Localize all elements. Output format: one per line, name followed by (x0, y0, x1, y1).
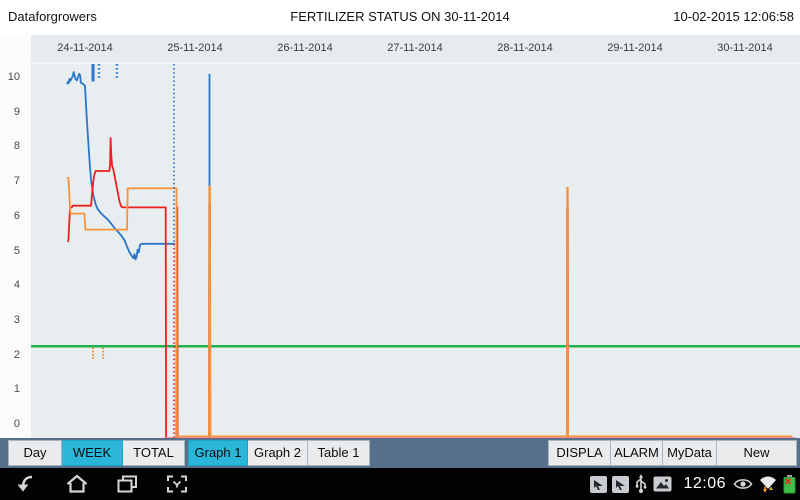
usb-icon (634, 473, 648, 495)
smart-stay-eye-icon (733, 477, 753, 491)
x-axis-label: 26-11-2014 (277, 42, 333, 54)
x-axis-label: 30-11-2014 (717, 42, 773, 54)
toolbar-group-actions: DISPLA ALARM MyData New (548, 440, 797, 466)
toolbar-button-alarm[interactable]: ALARM (611, 440, 663, 466)
blue-sensor-trace (66, 71, 175, 261)
y-axis-label: 6 (13, 209, 20, 222)
orange-sensor-trace (67, 177, 793, 438)
y-axis-label: 4 (13, 279, 20, 292)
y-axis-label: 2 (13, 348, 20, 361)
toolbar-button-graph-1[interactable]: Graph 1 (188, 440, 248, 466)
chart-plot-area[interactable] (31, 62, 800, 438)
wifi-icon (758, 474, 778, 494)
screenshot-notification-icon (590, 475, 608, 493)
battery-icon (783, 474, 796, 494)
toolbar-button-displa[interactable]: DISPLA (548, 440, 611, 466)
toolbar-button-total[interactable]: TOTAL (123, 440, 185, 466)
x-axis-date-band: 24-11-2014 25-11-2014 26-11-2014 27-11-2014… (31, 35, 800, 62)
y-axis-label: 9 (13, 105, 20, 118)
header-datetime: 10-02-2015 12:06:58 (673, 9, 794, 24)
toolbar-button-mydata[interactable]: MyData (663, 440, 717, 466)
x-axis-label: 24-11-2014 (57, 42, 113, 54)
y-axis-label: 5 (13, 244, 20, 257)
x-axis-label: 28-11-2014 (497, 42, 553, 54)
toolbar-button-week[interactable]: WEEK (62, 440, 123, 466)
fertilizer-status-chart (31, 64, 800, 438)
status-icons: 12:06 (590, 468, 796, 500)
y-axis-label: 8 (13, 140, 20, 153)
y-axis-label: 1 (13, 383, 20, 396)
toolbar-group-period: Day WEEK TOTAL (8, 440, 185, 466)
image-notification-icon (653, 476, 672, 492)
status-clock: 12:06 (683, 475, 726, 492)
y-axis-label: 10 (7, 71, 20, 83)
screenshot-notification-icon (612, 475, 630, 493)
bottom-toolbar: Day WEEK TOTAL Graph 1 Graph 2 Table 1 DISPL… (0, 438, 800, 468)
toolbar-group-view: Graph 1 Graph 2 Table 1 (188, 440, 370, 466)
nav-buttons (0, 472, 190, 496)
page-title: FERTILIZER STATUS ON 30-11-2014 (290, 9, 510, 24)
y-axis-strip: 10 9 8 7 6 5 4 3 2 1 0 (0, 35, 31, 438)
x-axis-label: 29-11-2014 (607, 42, 663, 54)
back-icon[interactable] (14, 472, 40, 496)
toolbar-button-table-1[interactable]: Table 1 (308, 440, 370, 466)
screen-capture-icon[interactable] (164, 472, 190, 496)
recents-icon[interactable] (114, 472, 140, 496)
app-title: Dataforgrowers (8, 9, 97, 24)
x-axis-label: 25-11-2014 (167, 42, 223, 54)
y-axis-label: 7 (13, 175, 20, 188)
home-icon[interactable] (64, 472, 90, 496)
x-axis-label: 27-11-2014 (387, 42, 443, 54)
y-axis-label: 3 (13, 313, 20, 326)
header-bar: Dataforgrowers FERTILIZER STATUS ON 30-1… (0, 0, 800, 35)
toolbar-button-day[interactable]: Day (8, 440, 62, 466)
toolbar-button-graph-2[interactable]: Graph 2 (248, 440, 308, 466)
android-navigation-bar: 12:06 (0, 468, 800, 500)
y-axis-label: 0 (13, 418, 20, 430)
toolbar-button-new[interactable]: New (717, 440, 797, 466)
